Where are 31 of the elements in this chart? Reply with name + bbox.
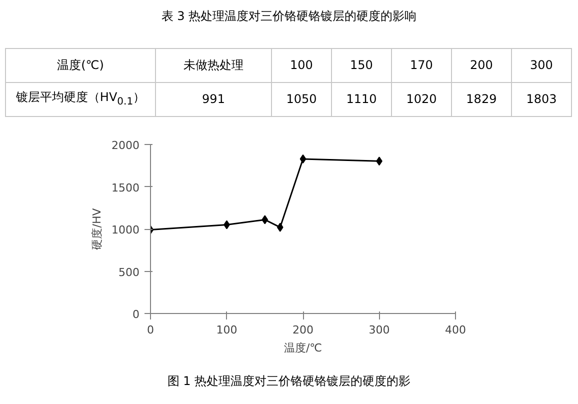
- caption: 图 1 热处理温度对三价铬硬铬镀层的硬度的影: [166, 373, 412, 390]
- chart-title: 表 3 热处理温度对三价铬硬铬镀层的硬度的影响: [160, 8, 418, 25]
- x-tick-label: 0: [147, 324, 154, 336]
- y-axis-title: 硬度/HV: [90, 208, 104, 250]
- text: 1020: [391, 82, 452, 116]
- x-tick-label: 400: [445, 324, 466, 336]
- text: 1110: [331, 82, 392, 116]
- x-tick-label: 100: [216, 324, 238, 336]
- point: [276, 222, 284, 232]
- text: 200: [451, 48, 512, 82]
- x-tick-label: 200: [292, 324, 314, 336]
- x-axis-title: 温度/℃: [284, 342, 322, 354]
- y-tick-label: 1000: [112, 224, 140, 236]
- text: 1829: [451, 82, 512, 116]
- y-tick-label: 0: [132, 308, 140, 321]
- text: 1050: [272, 82, 332, 116]
- point: [300, 154, 306, 164]
- y-tick-label: 1500: [112, 181, 140, 194]
- text: 1803: [511, 82, 572, 116]
- text: 170: [391, 48, 452, 82]
- text: 未做热处理: [156, 48, 272, 82]
- text: 991: [156, 82, 272, 116]
- text: 300: [511, 48, 572, 82]
- y-tick-label: 2000: [112, 139, 140, 152]
- x-tick-label: 300: [368, 324, 390, 336]
- point: [262, 215, 268, 224]
- y-tick-label: 500: [118, 266, 140, 279]
- text: 温度(℃): [6, 48, 156, 82]
- text: 100: [272, 48, 332, 82]
- text: 镀层平均硬度（HV$_{0.1}$）: [6, 82, 156, 116]
- text: 150: [331, 48, 392, 82]
